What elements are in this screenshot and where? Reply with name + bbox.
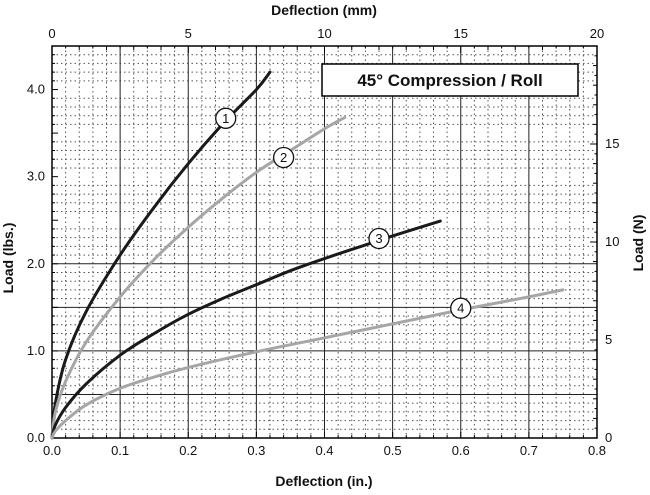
axis-ticks	[51, 45, 598, 439]
x-tick-label: 0.6	[452, 443, 470, 458]
y-tick-label: 4.0	[27, 82, 45, 97]
series-line-1	[50, 70, 272, 440]
x-tick-label: 0.4	[315, 443, 333, 458]
x-tick-label: 0.3	[247, 443, 265, 458]
y2-tick-label: 10	[605, 234, 619, 249]
y-axis-title: Load (lbs.)	[0, 223, 16, 294]
x2-tick-label: 0	[48, 26, 55, 41]
series-line-2	[50, 115, 347, 440]
x-tick-label: 0.8	[588, 443, 606, 458]
series-line-3	[50, 219, 442, 440]
curve-marker-circle-1	[215, 107, 237, 129]
curve-marker-circle-2	[272, 146, 295, 169]
chart-title: 45° Compression / Roll	[357, 71, 542, 90]
x-tick-label: 0.7	[520, 443, 538, 458]
series-line-4	[50, 288, 565, 440]
y-tick-label: 0.0	[27, 430, 45, 445]
x2-tick-label: 20	[590, 26, 604, 41]
y-tick-label: 3.0	[27, 169, 45, 184]
x2-tick-label: 15	[454, 26, 468, 41]
y-tick-label: 2.0	[27, 256, 45, 271]
x-tick-label: 0.5	[384, 443, 402, 458]
x2-axis-title: Deflection (mm)	[271, 2, 377, 18]
x2-tick-label: 10	[317, 26, 331, 41]
curve-marker-label-1: 1	[222, 111, 229, 126]
curve-markers: 1 2 3 4	[215, 107, 472, 319]
x-tick-label: 0.0	[43, 443, 61, 458]
y2-axis-title: Load (N)	[630, 215, 646, 272]
chart-title-box: 45° Compression / Roll	[321, 63, 579, 97]
x-tick-label: 0.2	[179, 443, 197, 458]
title-box	[321, 63, 579, 97]
x-tick-label: 0.1	[111, 443, 129, 458]
y2-tick-label: 0	[605, 430, 612, 445]
curve-marker-label-3: 3	[375, 231, 382, 246]
curve-marker-label-2: 2	[280, 150, 287, 165]
x-axis-title: Deflection (in.)	[275, 473, 372, 489]
curve-marker-circle-3	[368, 227, 390, 250]
curve-marker-circle-4	[450, 297, 472, 319]
tick-labels: 0.0 0.1 0.2 0.3 0.4 0.5 0.6 0.7 0.8 0.0 1.0 2.0 3.0 4…	[27, 26, 620, 458]
x2-tick-label: 5	[185, 26, 192, 41]
curve-marker-label-4: 4	[457, 301, 464, 316]
y2-tick-label: 5	[605, 332, 612, 347]
major-grid	[52, 46, 597, 438]
y2-tick-label: 15	[605, 136, 619, 151]
y-tick-label: 1.0	[27, 343, 45, 358]
